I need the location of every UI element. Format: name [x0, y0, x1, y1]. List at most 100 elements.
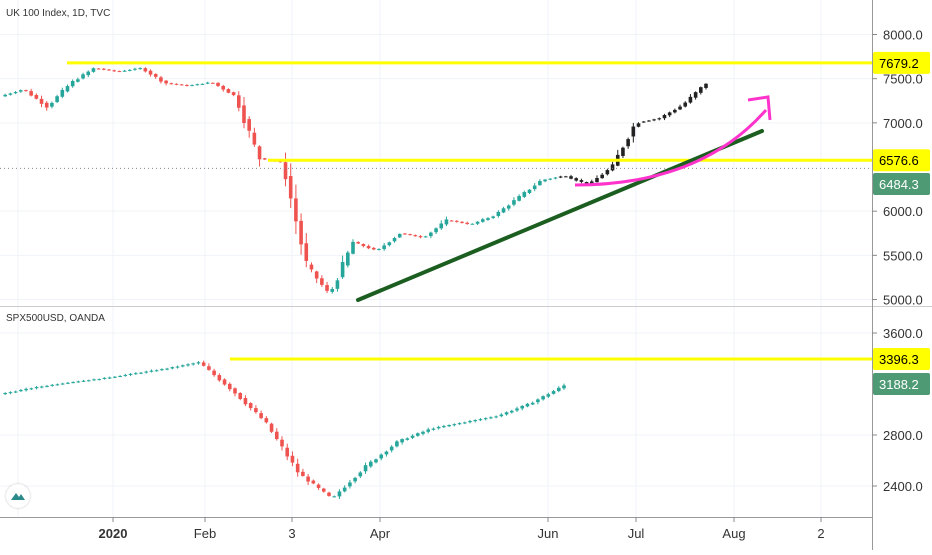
spx-candle-11 [55, 384, 60, 386]
ftse-candle-104 [538, 181, 542, 186]
level-tag-3396-bg [873, 347, 930, 370]
ftse-candle-102 [527, 189, 532, 193]
ftse-candle-123 [636, 123, 641, 127]
ftse-candle-89 [460, 221, 464, 223]
spx-candle-87 [452, 424, 457, 426]
ftse-candle-126 [652, 119, 656, 121]
spx-candle-4 [19, 390, 23, 392]
spx-candle-43 [222, 379, 227, 385]
time-tick-label-4: Jun [538, 526, 559, 541]
ftse-candle-33 [169, 83, 174, 85]
ftse-candle-21 [107, 69, 111, 71]
ftse-candle-107 [553, 177, 558, 179]
spx-candle-3 [13, 391, 18, 393]
ftse-candle-108 [558, 176, 563, 178]
spx-candle-48 [248, 403, 253, 409]
ftse-candle-57 [294, 198, 298, 222]
spx-candle-49 [254, 408, 258, 413]
ftse-candle-36 [185, 84, 189, 86]
ftse-candle-114 [589, 181, 594, 185]
spx-candle-64 [332, 496, 337, 498]
ftse-candle-20 [102, 68, 106, 70]
ftse-candle-4 [18, 90, 23, 92]
spx-candle-56 [290, 455, 295, 463]
ftse-candle-83 [429, 232, 433, 237]
ftse-candle-135 [699, 87, 703, 93]
spx-candle-84 [436, 426, 441, 429]
ftse-candle-101 [522, 192, 527, 197]
ftse-candle-9 [44, 102, 49, 108]
ftse-candle-65 [335, 280, 340, 289]
spx-candle-70 [363, 465, 368, 472]
spx-candle-58 [301, 471, 305, 476]
spx-candle-78 [405, 438, 410, 440]
spx-candle-8 [39, 386, 44, 388]
ftse-candle-16 [81, 74, 85, 79]
ftse-candle-6 [29, 91, 33, 96]
ftse-candle-38 [195, 84, 200, 86]
spx-candle-98 [509, 410, 514, 413]
spx-candle-33 [170, 367, 175, 369]
ftse-candle-1 [3, 94, 7, 97]
ftse-candle-23 [117, 71, 122, 73]
spx-candle-9 [45, 385, 49, 387]
ftse-candle-87 [449, 220, 454, 222]
spx-candle-37 [191, 363, 196, 365]
ftse-candle-97 [501, 208, 506, 213]
time-tick-label-7: 2 [817, 526, 824, 541]
tradingview-logo-icon[interactable] [6, 484, 30, 508]
ftse-candle-129 [667, 112, 672, 116]
spx-candle-25 [128, 373, 133, 375]
time-tick-label-2: 3 [288, 526, 295, 541]
spx-candle-20 [102, 377, 107, 379]
ftse-candle-18 [91, 68, 96, 72]
spx-candle-66 [342, 487, 347, 492]
spx-last-price-tag-bg [873, 373, 930, 395]
ftse-candle-17 [86, 71, 91, 76]
time-tick-label-5: Jul [628, 526, 645, 541]
ftse-candle-60 [309, 264, 314, 270]
ftse-candle-5 [24, 90, 28, 92]
ftse-candle-96 [496, 211, 501, 216]
spx-candle-77 [400, 439, 404, 443]
ftse-candle-127 [657, 118, 662, 120]
spx-candle-69 [358, 472, 363, 477]
ftse-candle-72 [371, 247, 376, 250]
ftse-candle-132 [683, 102, 688, 107]
ftse-candle-136 [704, 83, 708, 88]
ftse-candle-70 [361, 244, 366, 247]
spx-candle-59 [306, 476, 310, 482]
ftse-candle-64 [330, 288, 335, 292]
spx-candle-81 [421, 431, 425, 434]
ftse-candle-78 [403, 233, 407, 235]
spx-candle-14 [71, 382, 75, 384]
spx-candle-96 [499, 414, 504, 417]
ftse-candle-128 [662, 114, 667, 119]
spx-candle-50 [259, 413, 263, 419]
ftse-tick-label-4: 5500.0 [883, 248, 923, 263]
ftse-candle-29 [148, 70, 153, 75]
level-tag-7679-bg [873, 51, 930, 74]
ftse-candle-26 [133, 68, 137, 70]
ftse-candle-12 [60, 89, 65, 97]
spx-candle-71 [368, 461, 373, 467]
spx-candle-26 [133, 373, 138, 375]
ftse-candle-115 [595, 178, 599, 183]
ftse-candle-76 [392, 238, 397, 242]
ftse-candle-10 [50, 102, 54, 107]
ftse-candle-105 [543, 179, 547, 182]
spx-candle-23 [118, 375, 122, 377]
spx-candle-17 [86, 380, 91, 382]
spx-candle-95 [494, 416, 498, 418]
ftse-candle-92 [475, 221, 480, 224]
spx-candle-101 [525, 403, 530, 407]
ftse-candle-106 [548, 178, 553, 180]
ftse-candle-41 [211, 82, 215, 84]
spx-candle-35 [180, 365, 185, 367]
spx-candle-94 [489, 417, 493, 419]
spx-candle-47 [243, 398, 248, 405]
ftse-candle-7 [34, 94, 39, 99]
spx-candle-82 [426, 429, 431, 432]
